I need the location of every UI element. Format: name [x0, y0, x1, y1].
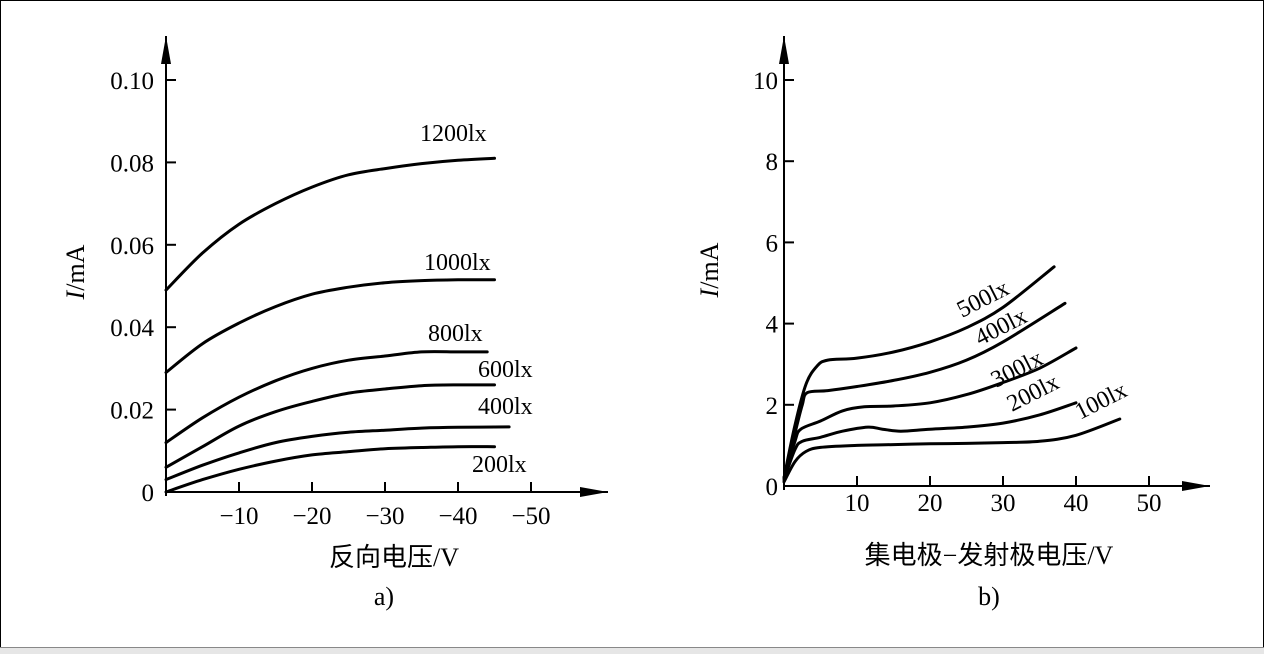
series-label-1200lx: 1200lx [420, 121, 487, 147]
panel-a-label: a) [374, 582, 394, 611]
series-line-300lx [782, 346, 1078, 480]
series-label-200lx: 200lx [472, 452, 527, 478]
x-tick-label: −10 [219, 503, 258, 530]
panel-b-label: b) [978, 582, 1000, 611]
series-line-200lx [782, 401, 1078, 482]
x-tick-label: −20 [292, 503, 331, 530]
series-line-1200lx [164, 156, 496, 292]
series-line-400lx [782, 301, 1067, 480]
x-axis-arrow [1182, 481, 1210, 491]
panel-a: 0 0.02 0.04 0.06 0.08 0.10 −10 −20 −30 −40 −50 120… [61, 36, 608, 611]
y-tick-label: 0.06 [110, 233, 154, 260]
y-tick-label: 0.04 [110, 315, 154, 342]
y-tick-label: 10 [753, 68, 778, 95]
panel-a-series: 1200lx 1000lx 800lx 600lx 400lx 200lx [164, 121, 533, 494]
y-tick-label: 0.10 [110, 68, 154, 95]
y-tick-label: 0.02 [110, 398, 154, 425]
series-line-1000lx [164, 278, 496, 374]
panel-b-x-axis-title: 集电极−发射极电压/V [865, 541, 1114, 570]
panel-b-axes: 0 2 4 6 8 10 10 20 30 40 50 [753, 36, 1210, 517]
x-axis-arrow [580, 487, 608, 497]
x-tick-label: −50 [511, 503, 550, 530]
series-label-1000lx: 1000lx [424, 250, 491, 276]
y-tick-label: 0 [766, 474, 779, 501]
x-tick-label: 10 [845, 490, 870, 517]
y-axis-arrow [779, 36, 789, 64]
panel-a-axes: 0 0.02 0.04 0.06 0.08 0.10 −10 −20 −30 −40 −50 [110, 36, 608, 530]
x-tick-label: 40 [1064, 490, 1089, 517]
panel-a-y-axis-title: I/mA [61, 244, 90, 300]
series-label-800lx: 800lx [428, 321, 483, 347]
series-line-200lx [164, 445, 496, 494]
y-tick-label: 0.08 [110, 150, 154, 177]
series-line-100lx [782, 417, 1122, 484]
y-axis-title-symbol: I [695, 287, 724, 298]
series-label-600lx: 600lx [478, 357, 533, 383]
y-axis-title-symbol: I [61, 289, 90, 300]
y-tick-label: 2 [766, 393, 779, 420]
y-tick-label: 6 [766, 230, 779, 257]
x-tick-label: 50 [1137, 490, 1162, 517]
series-label-100lx: 100lx [1071, 377, 1132, 425]
panel-b-y-axis-title: I/mA [695, 242, 724, 298]
panel-a-x-axis-title: 反向电压/V [329, 543, 459, 572]
x-tick-label: −40 [438, 503, 477, 530]
x-tick-label: 30 [991, 490, 1016, 517]
y-tick-label: 8 [766, 149, 779, 176]
y-tick-label: 0 [142, 480, 155, 507]
y-axis-title-unit: /mA [61, 244, 90, 290]
y-axis-arrow [161, 36, 171, 64]
y-tick-label: 4 [766, 312, 779, 339]
x-tick-label: −30 [365, 503, 404, 530]
series-line-800lx [164, 350, 489, 445]
bottom-strip [0, 647, 1264, 654]
series-label-400lx: 400lx [478, 394, 533, 420]
series-line-400lx [164, 425, 511, 482]
x-tick-label: 20 [918, 490, 943, 517]
series-line-600lx [164, 383, 496, 469]
series-line-500lx [782, 265, 1056, 480]
y-axis-title-unit: /mA [695, 242, 724, 288]
